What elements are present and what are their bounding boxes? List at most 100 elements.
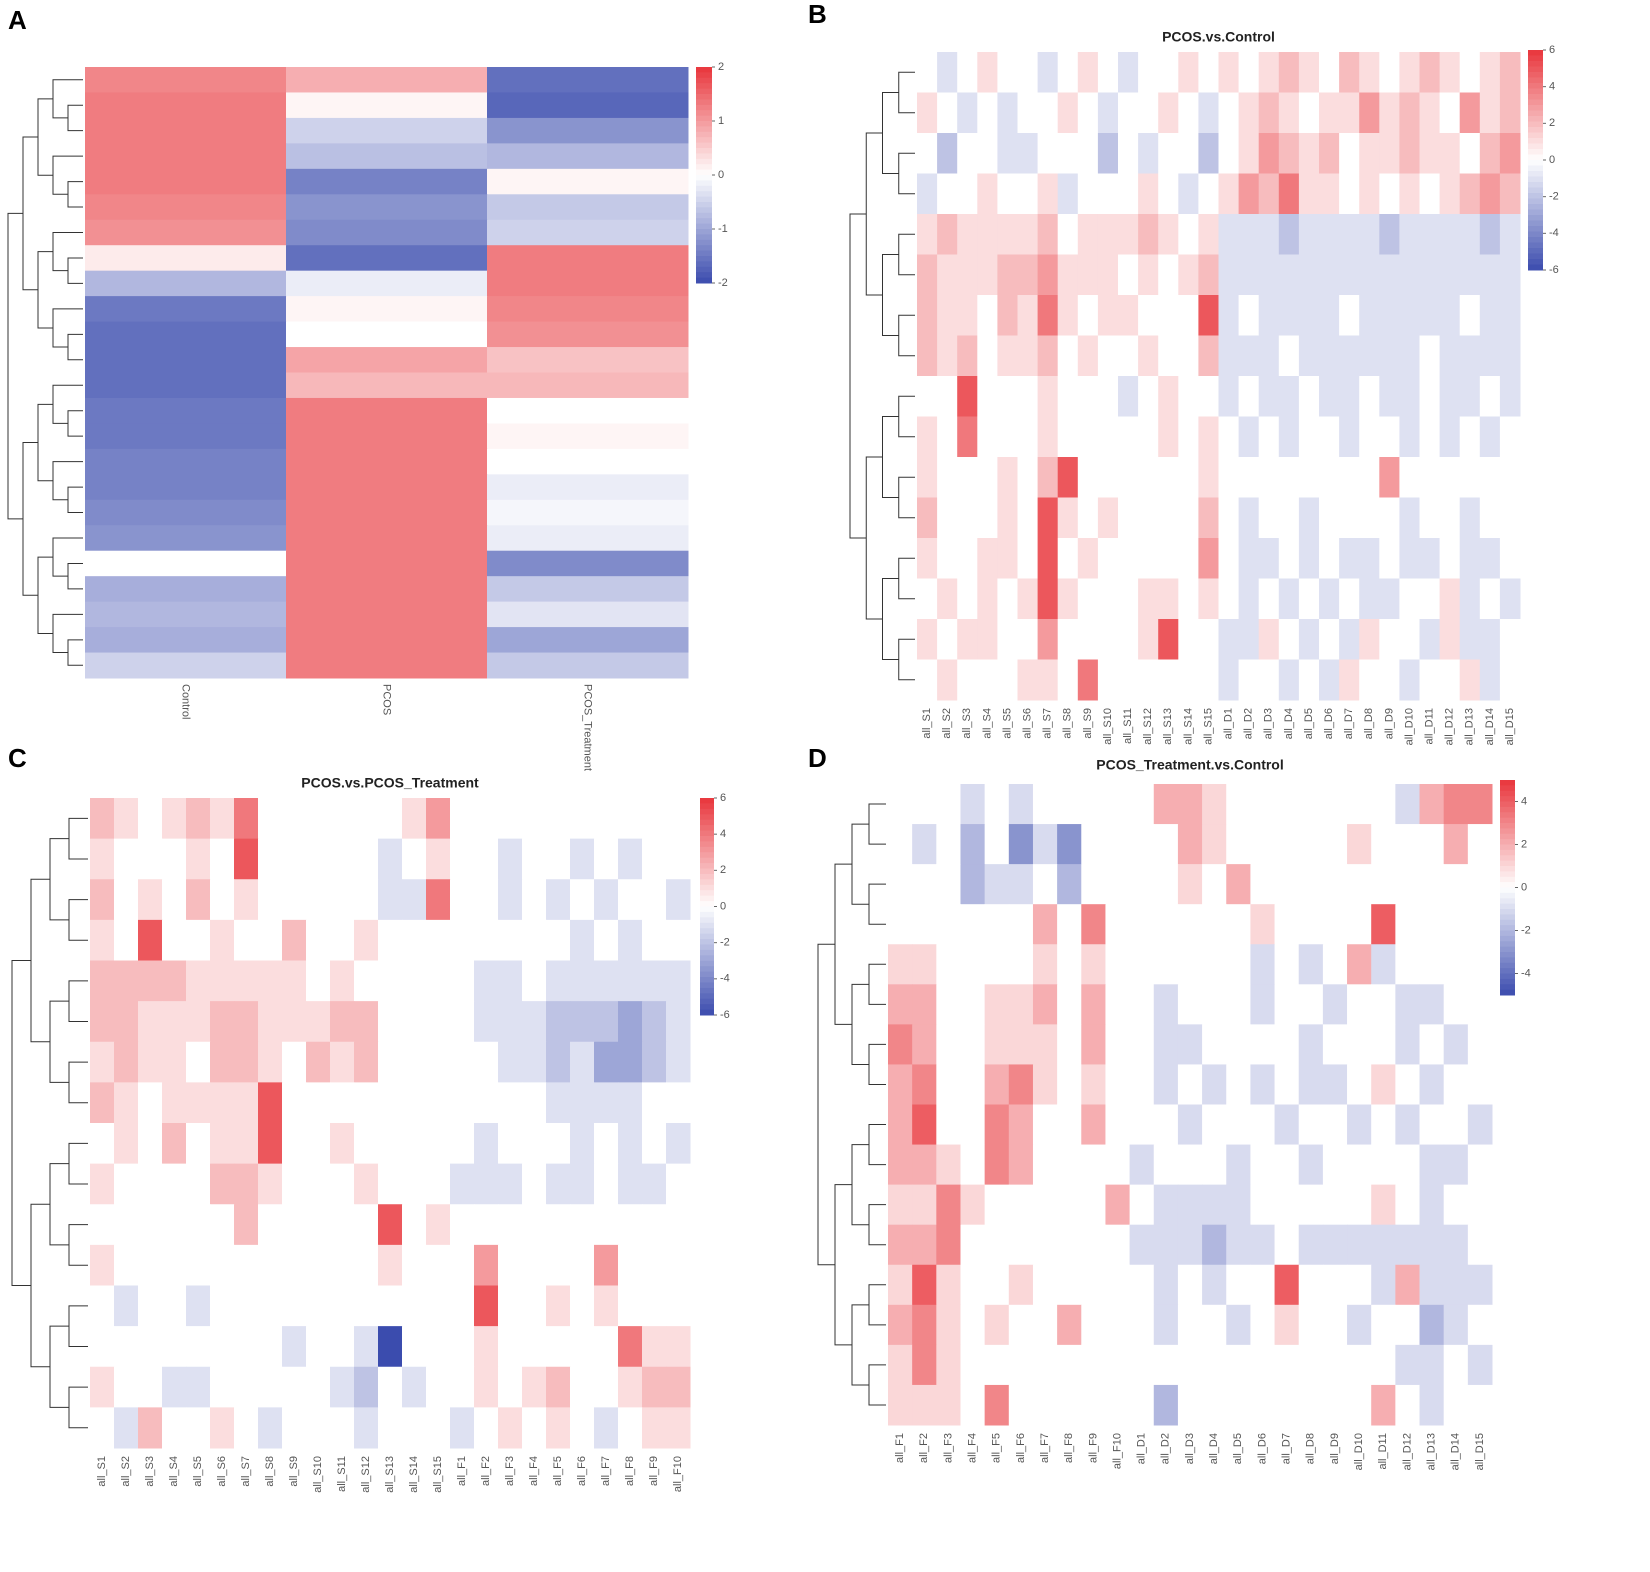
heatmap-cell	[85, 194, 287, 221]
heatmap-cell	[234, 879, 259, 921]
chart-title: PCOS.vs.Control	[1162, 29, 1275, 45]
heatmap-cell	[960, 824, 986, 865]
heatmap-cell	[1298, 497, 1320, 539]
heatmap-cell	[1250, 824, 1276, 865]
heatmap-cell	[1238, 619, 1260, 660]
heatmap-cell	[1158, 335, 1179, 377]
dendrogram	[22, 136, 38, 291]
heatmap-cell	[402, 919, 427, 961]
dendrogram	[868, 1204, 886, 1246]
heatmap-cell	[210, 798, 235, 840]
heatmap-cell	[114, 838, 139, 880]
heatmap-cell	[330, 1001, 355, 1043]
heatmap-cell	[997, 214, 1018, 255]
heatmap-cell	[570, 1407, 595, 1449]
heatmap-cell	[1379, 416, 1400, 458]
heatmap-cell	[85, 550, 287, 577]
heatmap-cell	[1419, 457, 1441, 498]
x-tick-label: all_F9	[648, 1456, 660, 1486]
heatmap-cell	[1359, 457, 1380, 498]
x-tick-label: all_D2	[1243, 708, 1255, 739]
heatmap-cell	[1459, 52, 1481, 93]
heatmap-cell	[1298, 376, 1320, 417]
heatmap-cell	[594, 1082, 619, 1124]
colorbar-segment	[1528, 99, 1543, 106]
heatmap-cell	[85, 321, 287, 348]
heatmap-cell	[162, 1326, 187, 1368]
x-tick-label: all_S7	[1042, 708, 1054, 739]
heatmap-cell	[1250, 1264, 1276, 1306]
heatmap-cell	[1008, 1344, 1034, 1386]
heatmap-cell	[1347, 1264, 1372, 1306]
heatmap-cell	[1153, 1224, 1179, 1266]
heatmap-cell	[1057, 92, 1079, 134]
heatmap-cell	[912, 1264, 937, 1306]
colorbar-segment	[1528, 132, 1543, 139]
heatmap-cell	[1439, 457, 1461, 498]
heatmap-cell	[306, 1204, 331, 1246]
dendrogram	[68, 1142, 88, 1185]
colorbar-segment	[700, 830, 714, 837]
heatmap-cell	[1479, 538, 1501, 579]
heatmap-cell	[330, 1041, 355, 1083]
heatmap-cell	[1198, 295, 1219, 336]
heatmap-cell	[487, 194, 689, 221]
heatmap-cell	[1077, 52, 1099, 93]
heatmap-cell	[1178, 173, 1199, 215]
heatmap-cell	[1177, 904, 1203, 945]
heatmap-cell	[1077, 92, 1099, 134]
colorbar-segment	[1528, 209, 1543, 216]
heatmap-cell	[402, 960, 427, 1002]
heatmap-cell	[522, 838, 547, 880]
heatmap-cell	[1238, 214, 1260, 255]
heatmap-cell	[957, 457, 978, 498]
heatmap-cell	[402, 798, 427, 840]
heatmap-cell	[186, 1204, 211, 1246]
colorbar-segment	[1500, 876, 1515, 883]
colorbar-segment	[696, 104, 712, 111]
heatmap-cell	[1017, 295, 1039, 336]
heatmap-cell	[1129, 784, 1155, 825]
heatmap-cell	[1419, 1024, 1445, 1065]
heatmap-cell	[1399, 335, 1420, 377]
colorbar-segment	[696, 142, 712, 149]
heatmap-cell	[1153, 1304, 1179, 1346]
heatmap-cell	[1371, 1184, 1396, 1226]
heatmap-cell	[1298, 335, 1320, 377]
heatmap-cell	[282, 1041, 307, 1083]
heatmap-cell	[286, 474, 488, 501]
x-tick-label: all_S8	[264, 1456, 276, 1487]
heatmap-cell	[1097, 416, 1119, 458]
colorbar-segment	[700, 917, 714, 924]
heatmap-cell	[1319, 659, 1340, 701]
heatmap-cell	[546, 1082, 571, 1124]
heatmap-cell	[1008, 1384, 1034, 1426]
heatmap-cell	[1105, 1024, 1131, 1065]
colorbar-segment	[1500, 866, 1515, 872]
colorbar-segment	[696, 153, 712, 160]
dendrogram	[851, 1144, 869, 1226]
heatmap-cell	[474, 1204, 499, 1246]
heatmap-cell	[1202, 864, 1227, 905]
heatmap-cell	[1202, 904, 1227, 945]
heatmap-cell	[138, 1001, 163, 1043]
heatmap-cell	[1359, 538, 1380, 579]
heatmap-cell	[1008, 784, 1034, 825]
heatmap-cell	[1339, 92, 1360, 134]
heatmap-cell	[1057, 784, 1082, 825]
heatmap-cell	[330, 1285, 355, 1327]
heatmap-cell	[1439, 52, 1461, 93]
heatmap-cell	[1467, 1104, 1493, 1146]
heatmap-cell	[306, 838, 331, 880]
heatmap-cell	[162, 1407, 187, 1449]
x-tick-label: all_S4	[168, 1456, 180, 1487]
colorbar-segment	[1528, 116, 1543, 122]
heatmap-cell	[1443, 784, 1469, 825]
heatmap-cell	[378, 1204, 403, 1246]
heatmap-cell	[1395, 944, 1421, 985]
heatmap-cell	[1226, 1224, 1251, 1266]
x-tick-label: all_D1	[1136, 1433, 1148, 1464]
colorbar-tick-label: 2	[1521, 838, 1527, 850]
heatmap-cell	[286, 576, 488, 603]
heatmap-cell	[1322, 1184, 1348, 1226]
